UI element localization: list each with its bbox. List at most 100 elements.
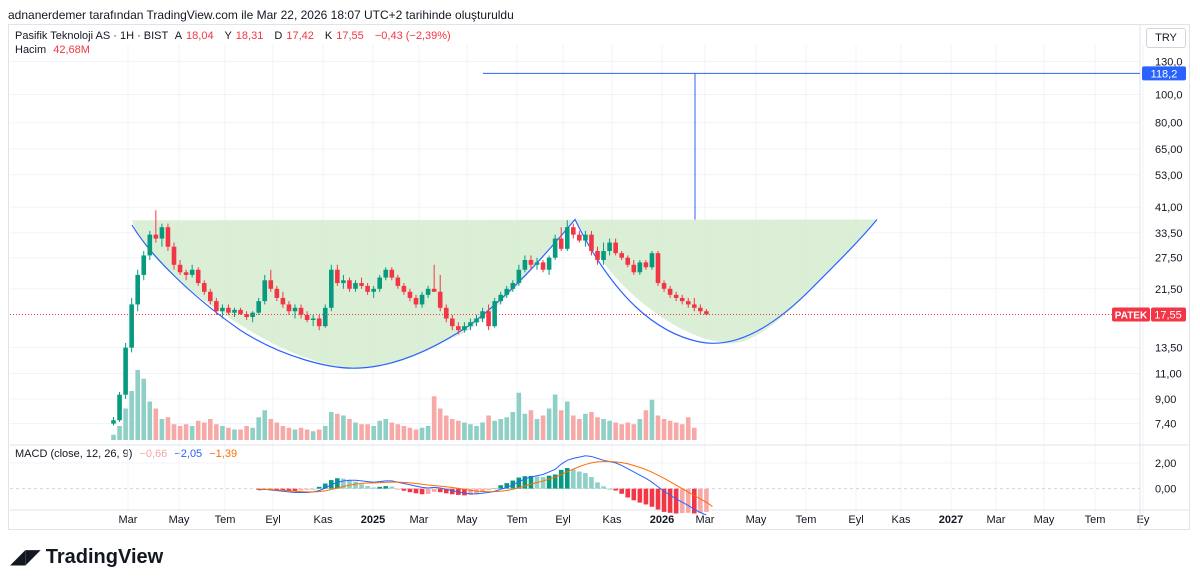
candle-body bbox=[546, 257, 552, 270]
macd-histogram-bar bbox=[371, 487, 376, 489]
macd-label[interactable]: MACD (close, 12, 26, 9) bbox=[15, 448, 133, 460]
candle-body bbox=[244, 314, 249, 318]
candle-body bbox=[117, 394, 122, 421]
volume-bar bbox=[111, 434, 116, 440]
candle-body bbox=[189, 269, 195, 275]
candle-body bbox=[371, 288, 376, 292]
volume-bar bbox=[214, 424, 219, 440]
tradingview-logo[interactable]: ◢◤ TradingView bbox=[10, 544, 163, 569]
x-tick-label: Mar bbox=[119, 514, 138, 526]
macd-histogram-bar bbox=[655, 488, 661, 510]
symbol-tag-label: PATEK bbox=[1115, 310, 1148, 321]
macd-signal-value: −1,39 bbox=[209, 448, 238, 460]
price-tick-label: 21,50 bbox=[1155, 284, 1183, 296]
last-price-tag bbox=[1151, 307, 1186, 322]
macd-histogram-bar bbox=[692, 488, 697, 514]
macd-histogram-bar bbox=[552, 474, 558, 489]
candle-body bbox=[322, 307, 328, 327]
candle-body bbox=[238, 309, 243, 315]
candle-body bbox=[498, 294, 503, 302]
volume-bar bbox=[468, 424, 473, 440]
macd-histogram-bar bbox=[437, 488, 443, 493]
candle-body bbox=[643, 262, 649, 268]
candle-body bbox=[474, 318, 479, 323]
macd-histogram-bar bbox=[335, 478, 340, 489]
price-tick-label: 33,50 bbox=[1155, 228, 1183, 240]
volume-bar bbox=[274, 422, 280, 440]
volume-bar bbox=[226, 427, 231, 440]
volume-bar bbox=[571, 415, 576, 440]
macd-legend: MACD (close, 12, 26, 9) −0,66 −2,05 −1,3… bbox=[15, 448, 241, 460]
candle-body bbox=[280, 297, 286, 305]
low-value: 17,42 bbox=[286, 30, 314, 42]
volume-bar bbox=[359, 424, 364, 440]
volume-bar bbox=[159, 419, 165, 440]
macd-histogram-bar bbox=[661, 488, 667, 512]
macd-histogram-bar bbox=[341, 478, 346, 489]
macd-histogram-bar bbox=[667, 488, 673, 513]
candle-body bbox=[111, 420, 116, 424]
x-tick-label: Mar bbox=[696, 514, 715, 526]
macd-histogram-bar bbox=[583, 473, 588, 489]
volume-bar bbox=[183, 424, 189, 440]
volume-bar bbox=[589, 412, 594, 440]
candle-body bbox=[335, 269, 340, 284]
candle-body bbox=[698, 307, 703, 312]
symbol-tag bbox=[1112, 307, 1150, 322]
volume-bar bbox=[250, 427, 255, 440]
candle-body bbox=[704, 311, 709, 315]
volume-bar bbox=[649, 399, 655, 440]
x-tick-label: May bbox=[457, 514, 478, 526]
macd-histogram-bar bbox=[413, 488, 419, 494]
candle-body bbox=[220, 307, 225, 312]
volume-bar bbox=[165, 417, 171, 440]
candle-body bbox=[607, 242, 612, 251]
price-tick-label: 27,50 bbox=[1155, 253, 1183, 265]
volume-bar bbox=[383, 419, 389, 440]
candle-body bbox=[310, 318, 316, 320]
change-value: −0,43 (−2,39%) bbox=[374, 30, 451, 42]
candle-body bbox=[341, 280, 346, 284]
volume-bar bbox=[619, 424, 624, 440]
candle-body bbox=[540, 262, 546, 270]
candle-body bbox=[208, 291, 213, 302]
currency-button[interactable]: TRY bbox=[1146, 28, 1186, 48]
symbol-title[interactable]: Pasifik Teknoloji AS · 1H · BIST bbox=[15, 30, 169, 42]
volume-bar bbox=[238, 429, 243, 440]
volume-bar bbox=[456, 420, 461, 440]
macd-histogram-bar bbox=[280, 488, 286, 491]
candle-body bbox=[256, 301, 261, 313]
candle-body bbox=[595, 250, 600, 261]
candle-body bbox=[292, 307, 298, 312]
candle-body bbox=[450, 318, 455, 327]
candle-body bbox=[655, 253, 661, 284]
volume-bar bbox=[577, 419, 582, 440]
volume-bar bbox=[244, 426, 249, 440]
candle-body bbox=[631, 264, 637, 273]
candle-body bbox=[589, 234, 594, 251]
volume-bar bbox=[498, 419, 503, 440]
x-tick-label: Eyl bbox=[555, 514, 570, 526]
macd-histogram-bar bbox=[673, 488, 679, 514]
macd-histogram-bar bbox=[492, 487, 497, 489]
macd-histogram-bar bbox=[589, 477, 594, 489]
volume-bar bbox=[462, 422, 467, 440]
volume-legend: Hacim 42,68M bbox=[15, 44, 94, 56]
volume-bar bbox=[347, 419, 352, 440]
price-tick-label: 53,00 bbox=[1155, 170, 1183, 182]
macd-histogram-bar bbox=[353, 481, 358, 489]
volume-bar bbox=[673, 422, 679, 440]
x-tick-label: Tem bbox=[1085, 514, 1106, 526]
volume-label[interactable]: Hacim bbox=[15, 44, 47, 56]
x-tick-label: May bbox=[169, 514, 190, 526]
volume-value: 42,68M bbox=[53, 44, 90, 56]
volume-bar bbox=[661, 419, 667, 440]
candle-body bbox=[365, 285, 370, 292]
candle-body bbox=[504, 288, 510, 295]
volume-bar bbox=[123, 408, 128, 440]
macd-tick-label: 2,00 bbox=[1155, 458, 1176, 470]
candle-body bbox=[250, 312, 255, 318]
volume-bar bbox=[419, 427, 425, 440]
volume-bar bbox=[286, 427, 292, 440]
